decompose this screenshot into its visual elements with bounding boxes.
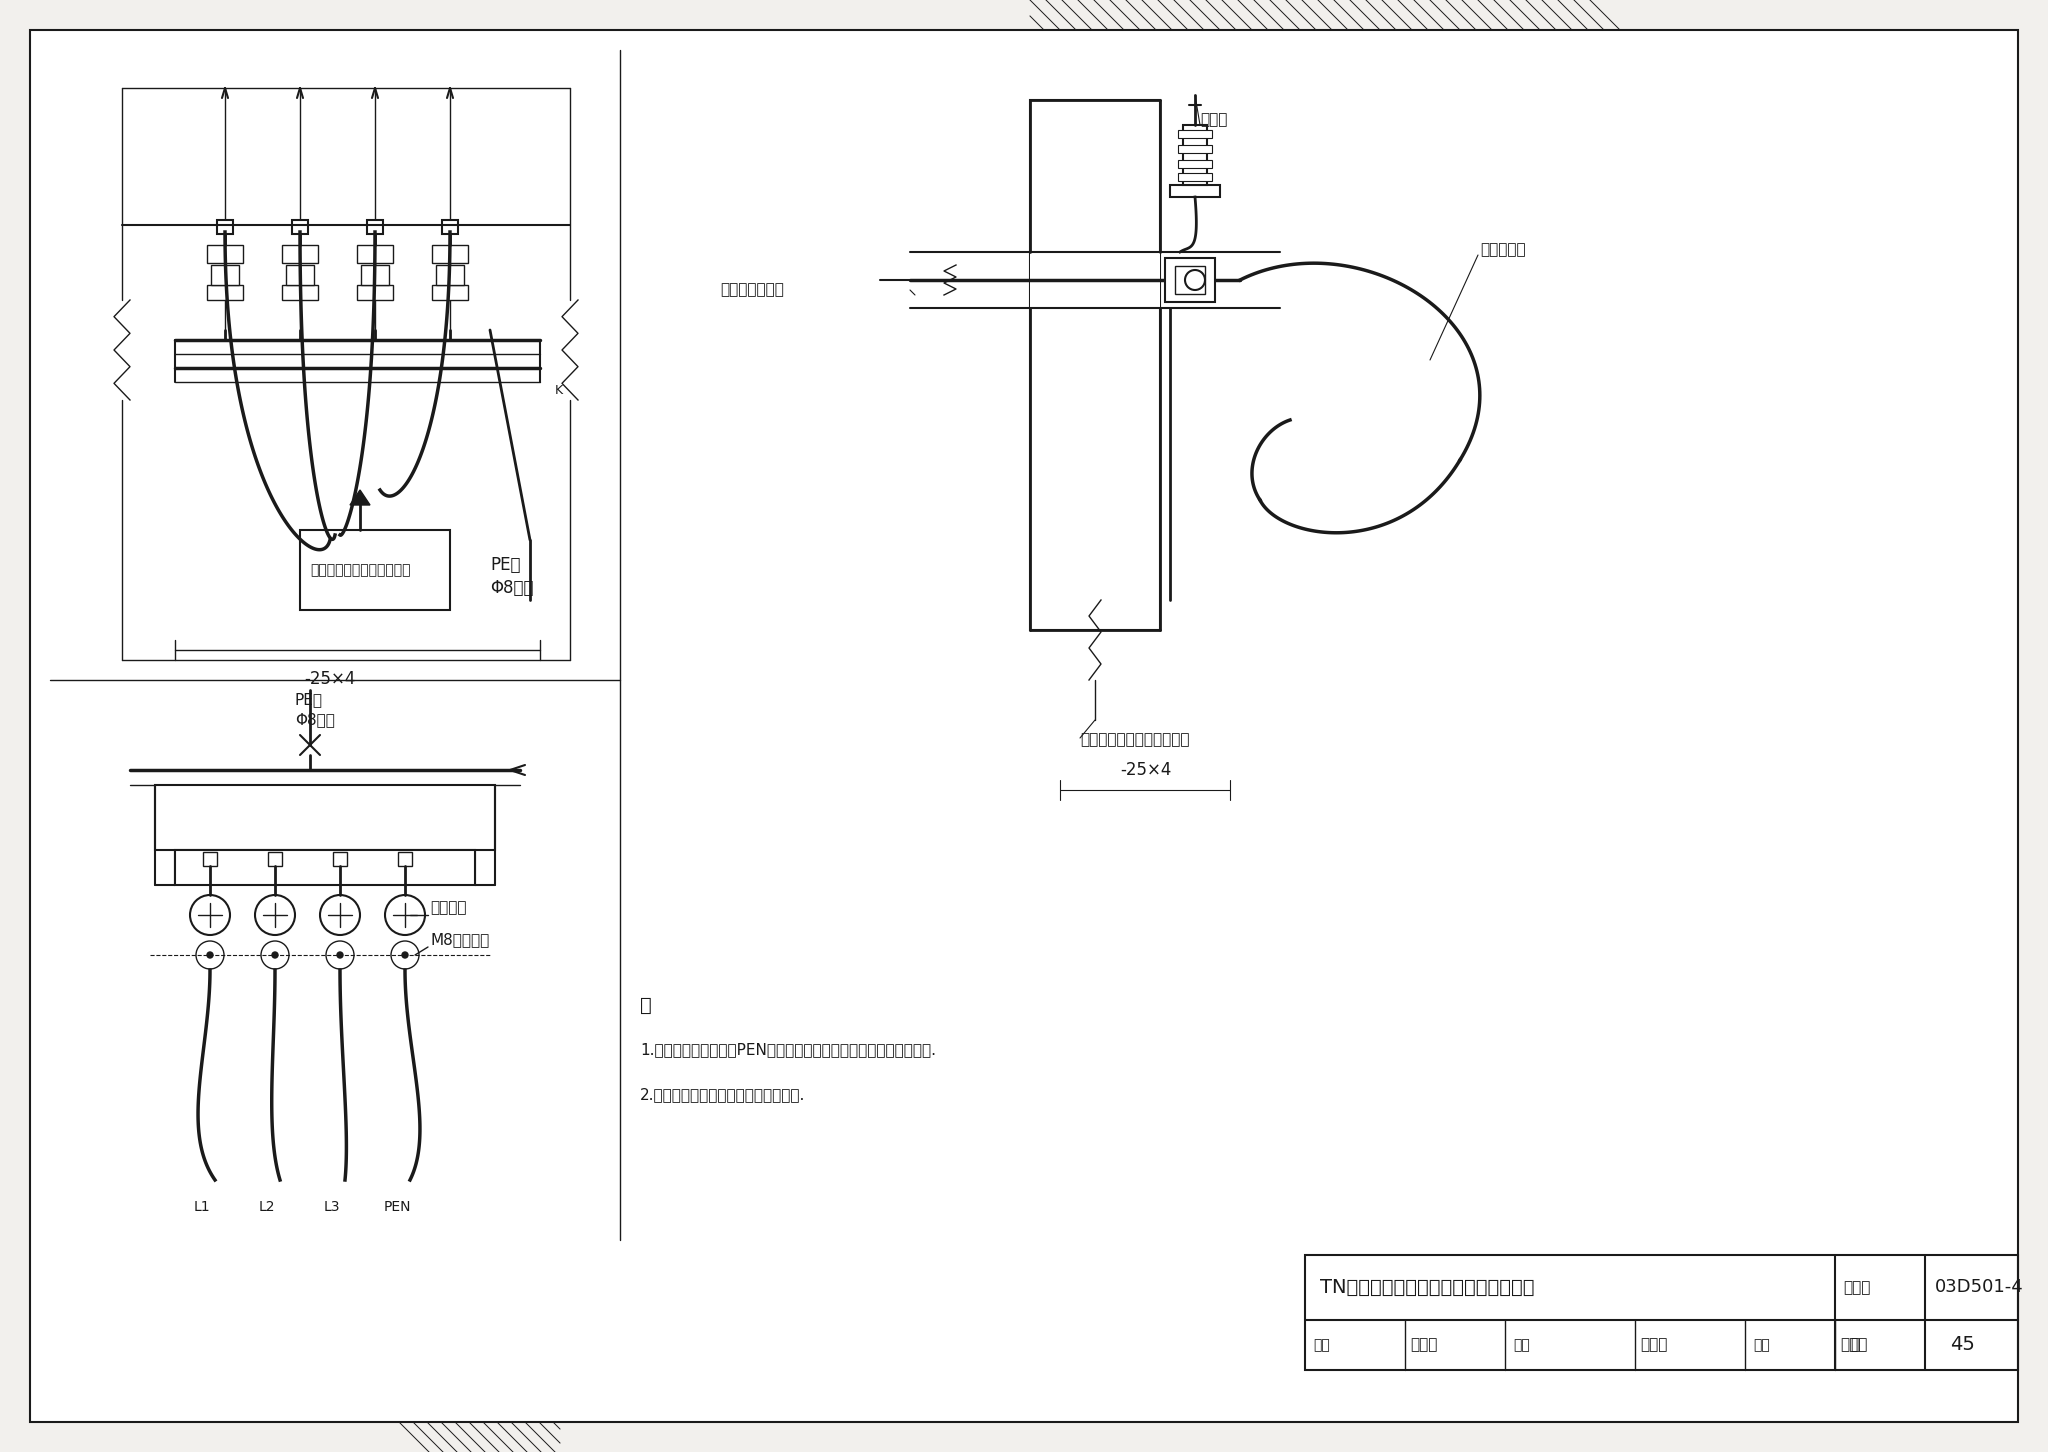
Text: TN系统电源架空引入线接地安装示意图: TN系统电源架空引入线接地安装示意图: [1321, 1278, 1534, 1297]
Text: M8螺栓固定: M8螺栓固定: [430, 932, 489, 948]
Text: 页: 页: [1849, 1337, 1860, 1352]
Text: 2.低压架空引入线做法见相关标准图集.: 2.低压架空引入线做法见相关标准图集.: [639, 1088, 805, 1102]
Bar: [334, 852, 346, 865]
Bar: [156, 786, 496, 849]
Bar: [1305, 1255, 2017, 1371]
Text: 架空进户线: 架空进户线: [1481, 242, 1526, 257]
Bar: [217, 221, 233, 234]
Bar: [360, 266, 389, 285]
Bar: [207, 245, 244, 263]
Bar: [1169, 184, 1221, 197]
Text: 汪多者: 汪多者: [1640, 1337, 1667, 1352]
Bar: [1178, 173, 1212, 182]
Text: PEN: PEN: [383, 1199, 412, 1214]
Circle shape: [207, 953, 213, 958]
Bar: [299, 530, 451, 610]
Text: -25×4: -25×4: [305, 669, 356, 688]
Bar: [1178, 145, 1212, 152]
Bar: [397, 852, 412, 865]
Text: 审核: 审核: [1313, 1337, 1329, 1352]
Text: PE线: PE线: [295, 693, 324, 707]
Bar: [283, 285, 317, 301]
Bar: [367, 221, 383, 234]
Bar: [1176, 266, 1204, 293]
Polygon shape: [350, 489, 371, 505]
Bar: [356, 285, 393, 301]
Bar: [1178, 160, 1212, 168]
Bar: [1165, 258, 1214, 302]
Text: 保护导体接至重复接地装置: 保护导体接至重复接地装置: [1079, 732, 1190, 748]
Text: 接线端子: 接线端子: [430, 900, 467, 916]
Bar: [1184, 125, 1206, 184]
Text: 视宫忧: 视宫忧: [1409, 1337, 1438, 1352]
Text: 图集号: 图集号: [1843, 1281, 1870, 1295]
Text: L2: L2: [258, 1199, 274, 1214]
Bar: [436, 266, 465, 285]
Text: 保护导体接至重复接地装置: 保护导体接至重复接地装置: [309, 563, 410, 576]
Circle shape: [272, 953, 279, 958]
Text: 设计: 设计: [1753, 1337, 1769, 1352]
Text: L3: L3: [324, 1199, 340, 1214]
Bar: [1030, 100, 1159, 630]
Bar: [442, 221, 459, 234]
Text: K: K: [555, 383, 563, 396]
Bar: [207, 285, 244, 301]
Bar: [1030, 253, 1159, 308]
Text: 03D501-4: 03D501-4: [1935, 1279, 2023, 1297]
Bar: [293, 221, 307, 234]
Text: 赤乡木: 赤乡木: [1839, 1337, 1868, 1352]
Bar: [1178, 131, 1212, 138]
Text: Φ8圆钢: Φ8圆钢: [489, 579, 532, 597]
Text: 注: 注: [639, 996, 651, 1015]
Bar: [211, 266, 240, 285]
Circle shape: [338, 953, 342, 958]
Bar: [268, 852, 283, 865]
Circle shape: [401, 953, 408, 958]
Text: 45: 45: [1950, 1336, 1974, 1355]
Bar: [287, 266, 313, 285]
Bar: [432, 285, 469, 301]
Bar: [203, 852, 217, 865]
Bar: [432, 245, 469, 263]
Text: Φ8圆钢: Φ8圆钢: [295, 713, 336, 727]
Text: 1.本图示意设避雷器及PEN线重复接地时，在低压架空引入处的做法.: 1.本图示意设避雷器及PEN线重复接地时，在低压架空引入处的做法.: [639, 1043, 936, 1057]
Bar: [174, 849, 475, 886]
Text: L1: L1: [195, 1199, 211, 1214]
Text: PE线: PE线: [489, 556, 520, 574]
Text: 校对: 校对: [1513, 1337, 1530, 1352]
Text: -25×4: -25×4: [1120, 761, 1171, 780]
Bar: [356, 245, 393, 263]
Text: 避雷器: 避雷器: [1200, 112, 1227, 128]
Text: 进户线保护钢管: 进户线保护钢管: [721, 283, 784, 298]
Bar: [283, 245, 317, 263]
